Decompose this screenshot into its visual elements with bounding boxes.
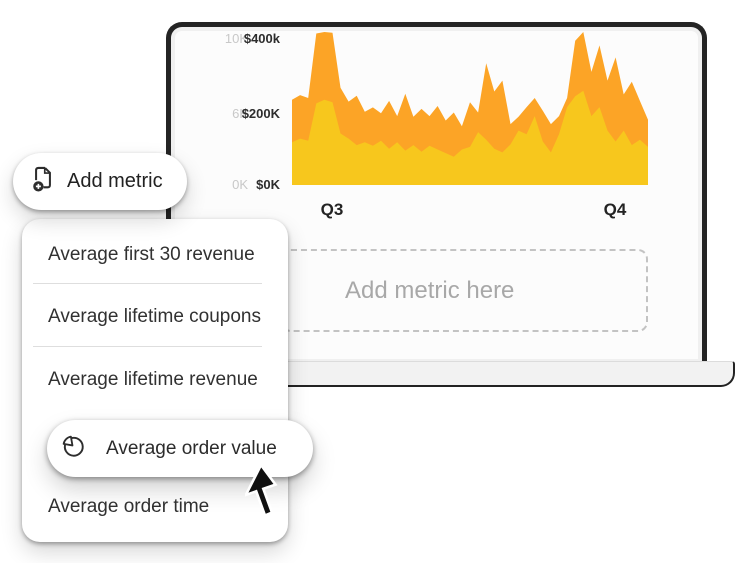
arrow-cursor-icon	[243, 462, 279, 527]
x-tick-q4: Q4	[603, 200, 627, 219]
page-plus-icon	[31, 165, 55, 198]
menu-item-average-first-30-revenue[interactable]: Average first 30 revenue	[48, 244, 255, 265]
x-tick-q3: Q3	[320, 200, 344, 219]
menu-divider	[33, 346, 262, 347]
drop-zone-label: Add metric here	[345, 276, 515, 304]
add-metric-drop-zone[interactable]: Add metric here	[281, 249, 648, 332]
metric-dropdown-menu: Average first 30 revenue Average lifetim…	[22, 219, 288, 542]
selected-item-label: Average order value	[106, 437, 277, 459]
y-tick-dollars: $0K	[256, 177, 280, 192]
area-chart	[292, 32, 648, 185]
y-tick-units: 0K	[232, 177, 248, 192]
menu-item-average-order-time[interactable]: Average order time	[48, 496, 210, 517]
pie-chart-icon	[61, 434, 86, 464]
y-tick-dollars: $200K	[241, 106, 280, 121]
menu-divider	[33, 283, 262, 284]
add-metric-button-label: Add metric	[67, 170, 163, 192]
y-tick-dollars: $400k	[243, 31, 280, 46]
y-tick-units: 6K	[232, 106, 248, 121]
y-tick-units: 10K	[224, 31, 248, 46]
add-metric-button[interactable]: Add metric	[13, 153, 187, 210]
series-order-value-yellow	[292, 90, 648, 185]
menu-item-average-lifetime-coupons[interactable]: Average lifetime coupons	[48, 306, 261, 327]
menu-item-average-order-value[interactable]: Average order value	[47, 420, 313, 477]
menu-item-average-lifetime-revenue[interactable]: Average lifetime revenue	[48, 369, 258, 390]
